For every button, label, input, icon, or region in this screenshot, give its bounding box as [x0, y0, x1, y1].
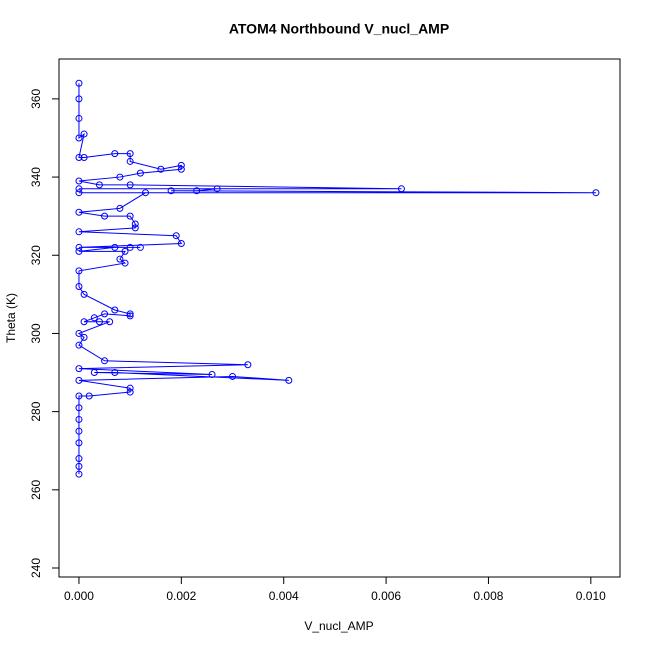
data-point — [126, 384, 134, 392]
data-point — [80, 318, 88, 326]
data-point — [397, 185, 405, 193]
data-point — [75, 243, 83, 251]
y-tick-label: 360 — [29, 89, 43, 109]
data-point — [592, 189, 600, 197]
data-line — [77, 83, 596, 475]
data-point — [95, 181, 103, 189]
data-point — [75, 455, 83, 463]
data-point — [75, 189, 83, 197]
data-point — [177, 165, 185, 173]
data-point — [167, 187, 175, 195]
y-tick-label: 280 — [29, 401, 43, 421]
data-point — [131, 220, 139, 228]
data-point — [75, 95, 83, 103]
x-tick-label: 0.004 — [269, 589, 299, 603]
data-point — [126, 312, 134, 320]
y-axis-label: Theta (K) — [4, 293, 18, 343]
y-tick-label: 340 — [29, 167, 43, 187]
data-point — [75, 267, 83, 275]
x-tick-label: 0.010 — [576, 589, 606, 603]
data-point — [80, 130, 88, 138]
x-tick-label: 0.006 — [371, 589, 401, 603]
data-point — [75, 365, 83, 373]
data-point — [126, 243, 134, 251]
data-point — [95, 318, 103, 326]
data-point — [75, 114, 83, 122]
data-point — [172, 232, 180, 240]
data-point — [157, 165, 165, 173]
data-point — [116, 173, 124, 181]
data-point — [229, 372, 237, 380]
data-point — [126, 181, 134, 189]
x-axis-label: V_nucl_AMP — [304, 619, 373, 633]
data-point — [75, 415, 83, 423]
data-point — [80, 290, 88, 298]
data-point — [136, 243, 144, 251]
x-tick-label: 0.002 — [166, 589, 196, 603]
data-point — [208, 370, 216, 378]
data-point — [131, 224, 139, 232]
data-point — [75, 404, 83, 412]
data-point — [80, 154, 88, 162]
chart-title: ATOM4 Northbound V_nucl_AMP — [229, 21, 449, 37]
data-point — [75, 392, 83, 400]
data-point — [101, 357, 109, 365]
data-point — [75, 134, 83, 142]
data-point — [177, 240, 185, 248]
data-point — [90, 314, 98, 322]
data-point — [213, 185, 221, 193]
data-point — [75, 470, 83, 478]
data-point — [111, 150, 119, 158]
data-point — [85, 392, 93, 400]
data-point — [75, 247, 83, 255]
data-point — [116, 255, 124, 263]
data-point — [142, 189, 150, 197]
data-point — [121, 259, 129, 267]
y-tick-label: 300 — [29, 323, 43, 343]
data-point — [75, 228, 83, 236]
data-point — [126, 150, 134, 158]
data-point — [106, 318, 114, 326]
y-tick-label: 260 — [29, 479, 43, 499]
data-point — [75, 208, 83, 216]
data-point — [116, 204, 124, 212]
data-point — [111, 306, 119, 314]
data-point — [75, 341, 83, 349]
data-point — [75, 177, 83, 185]
data-point — [75, 329, 83, 337]
data-point — [126, 212, 134, 220]
data-point — [121, 247, 129, 255]
x-tick-label: 0.000 — [64, 589, 94, 603]
data-point — [75, 462, 83, 470]
data-point — [126, 310, 134, 318]
data-point — [75, 154, 83, 162]
data-point — [244, 361, 252, 369]
data-point — [126, 388, 134, 396]
data-point — [75, 185, 83, 193]
data-point — [75, 427, 83, 435]
data-point — [136, 169, 144, 177]
y-tick-label: 320 — [29, 245, 43, 265]
data-point — [111, 243, 119, 251]
y-tick-label: 240 — [29, 558, 43, 578]
data-point — [193, 187, 201, 195]
data-point — [75, 283, 83, 291]
data-point — [177, 161, 185, 169]
data-point — [75, 376, 83, 384]
data-point — [75, 79, 83, 87]
data-point — [101, 310, 109, 318]
x-tick-label: 0.008 — [473, 589, 503, 603]
data-point — [285, 376, 293, 384]
data-point — [126, 157, 134, 165]
data-point — [90, 369, 98, 377]
data-point — [101, 212, 109, 220]
data-point — [75, 439, 83, 447]
data-point — [80, 333, 88, 341]
data-point — [111, 369, 119, 377]
